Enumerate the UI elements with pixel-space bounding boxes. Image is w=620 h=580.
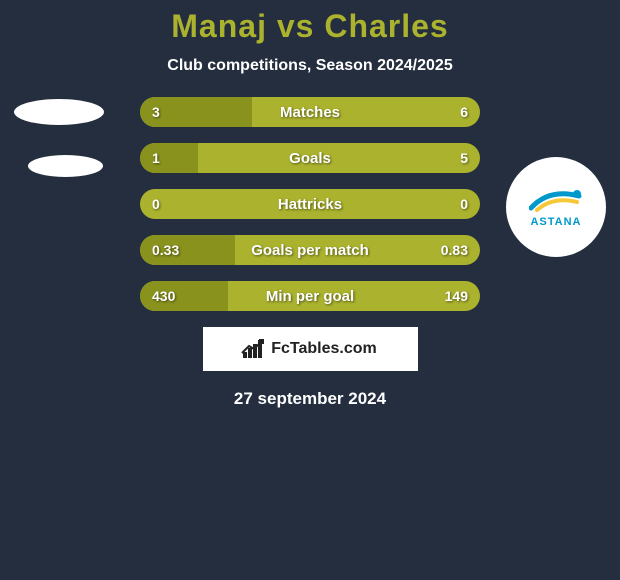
brand-text: FcTables.com bbox=[271, 340, 377, 358]
badge-ellipse-small bbox=[28, 155, 103, 177]
stat-row: 0Hattricks0 bbox=[140, 189, 480, 219]
player-left-badges bbox=[14, 99, 104, 177]
logo-swoosh-icon bbox=[529, 186, 584, 214]
subtitle: Club competitions, Season 2024/2025 bbox=[0, 57, 620, 75]
stat-row: 3Matches6 bbox=[140, 97, 480, 127]
stat-row: 430Min per goal149 bbox=[140, 281, 480, 311]
fctables-icon bbox=[243, 340, 265, 358]
club-logo: ASTANA bbox=[506, 157, 606, 257]
stat-value-right: 0.83 bbox=[441, 235, 468, 265]
comparison-area: ASTANA 3Matches6 1Goals5 0Hattricks0 0.33Go… bbox=[0, 97, 620, 311]
stat-value-right: 149 bbox=[445, 281, 468, 311]
stat-label: Min per goal bbox=[140, 281, 480, 311]
stat-row: 0.33Goals per match0.83 bbox=[140, 235, 480, 265]
stat-value-right: 5 bbox=[460, 143, 468, 173]
comparison-widget: Manaj vs Charles Club competitions, Seas… bbox=[0, 0, 620, 409]
player-right-club-logo: ASTANA bbox=[506, 157, 606, 257]
stat-bars: 3Matches6 1Goals5 0Hattricks0 0.33Goals per… bbox=[140, 97, 480, 311]
stat-label: Matches bbox=[140, 97, 480, 127]
stat-value-right: 6 bbox=[460, 97, 468, 127]
stat-label: Hattricks bbox=[140, 189, 480, 219]
badge-ellipse bbox=[14, 99, 104, 125]
stat-row: 1Goals5 bbox=[140, 143, 480, 173]
stat-label: Goals per match bbox=[140, 235, 480, 265]
page-title: Manaj vs Charles bbox=[0, 8, 620, 45]
brand-badge[interactable]: FcTables.com bbox=[203, 327, 418, 371]
stat-value-right: 0 bbox=[460, 189, 468, 219]
date: 27 september 2024 bbox=[0, 389, 620, 409]
stat-label: Goals bbox=[140, 143, 480, 173]
club-name: ASTANA bbox=[530, 216, 581, 228]
